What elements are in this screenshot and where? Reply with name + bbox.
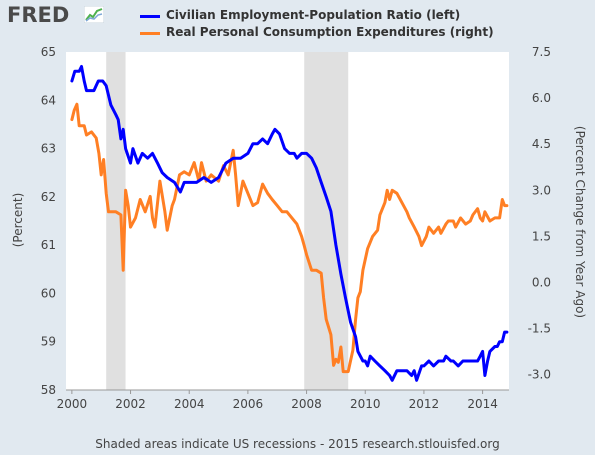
y-axis-left-ticks: 58 59 60 61 62 63 64 65	[41, 45, 56, 397]
y-left-tick-label: 62	[41, 190, 56, 204]
x-tick-label: 2014	[467, 397, 498, 411]
y-right-tick-label: 0.0	[532, 275, 551, 289]
y-right-tick-label: 7.5	[532, 45, 551, 59]
fred-logo: FRED	[7, 3, 70, 27]
y-right-tick-label: 1.5	[532, 229, 551, 243]
y-left-tick-label: 65	[41, 45, 56, 59]
plot-area	[66, 52, 509, 390]
x-tick-label: 2008	[291, 397, 322, 411]
footer-note: Shaded areas indicate US recessions - 20…	[95, 437, 500, 451]
legend-swatch-employment	[140, 15, 160, 18]
y-left-tick-label: 61	[41, 238, 56, 252]
y-right-tick-label: 4.5	[532, 137, 551, 151]
series-line-employment	[70, 65, 509, 382]
y-left-tick-label: 64	[41, 93, 56, 107]
x-axis-ticks: 2000 2002 2004 2006 2008 2010 2012 2014	[57, 390, 498, 411]
x-tick-label: 2002	[115, 397, 146, 411]
y-right-tick-label: 6.0	[532, 91, 551, 105]
y-right-tick-label: -1.5	[528, 322, 551, 336]
y-right-tick-label: 3.0	[532, 183, 551, 197]
x-tick-label: 2000	[57, 397, 88, 411]
legend-item-employment: Civilian Employment-Population Ratio (le…	[140, 8, 461, 22]
y-right-tick-label: -3.0	[528, 368, 551, 382]
series-lines	[70, 65, 509, 382]
legend-label-consumption: Real Personal Consumption Expenditures (…	[166, 25, 494, 39]
series-line-consumption	[70, 102, 509, 374]
x-tick-label: 2010	[350, 397, 381, 411]
recession-band-1	[304, 52, 349, 390]
line-chart-icon	[84, 6, 104, 23]
y-left-tick-label: 59	[41, 335, 56, 349]
x-tick-label: 2006	[233, 397, 264, 411]
y-left-tick-label: 58	[41, 383, 56, 397]
y-axis-right-ticks: -3.0 -1.5 0.0 1.5 3.0 4.5 6.0 7.5	[528, 45, 551, 382]
legend-swatch-consumption	[140, 32, 160, 35]
y-left-tick-label: 63	[41, 142, 56, 156]
y-axis-left-title: (Percent)	[11, 193, 25, 248]
x-tick-label: 2004	[174, 397, 205, 411]
x-tick-label: 2012	[409, 397, 440, 411]
legend-item-consumption: Real Personal Consumption Expenditures (…	[140, 25, 494, 39]
y-axis-right-title: (Percent Change from Year Ago)	[573, 126, 587, 318]
legend-label-employment: Civilian Employment-Population Ratio (le…	[166, 8, 461, 22]
y-left-tick-label: 60	[41, 286, 56, 300]
